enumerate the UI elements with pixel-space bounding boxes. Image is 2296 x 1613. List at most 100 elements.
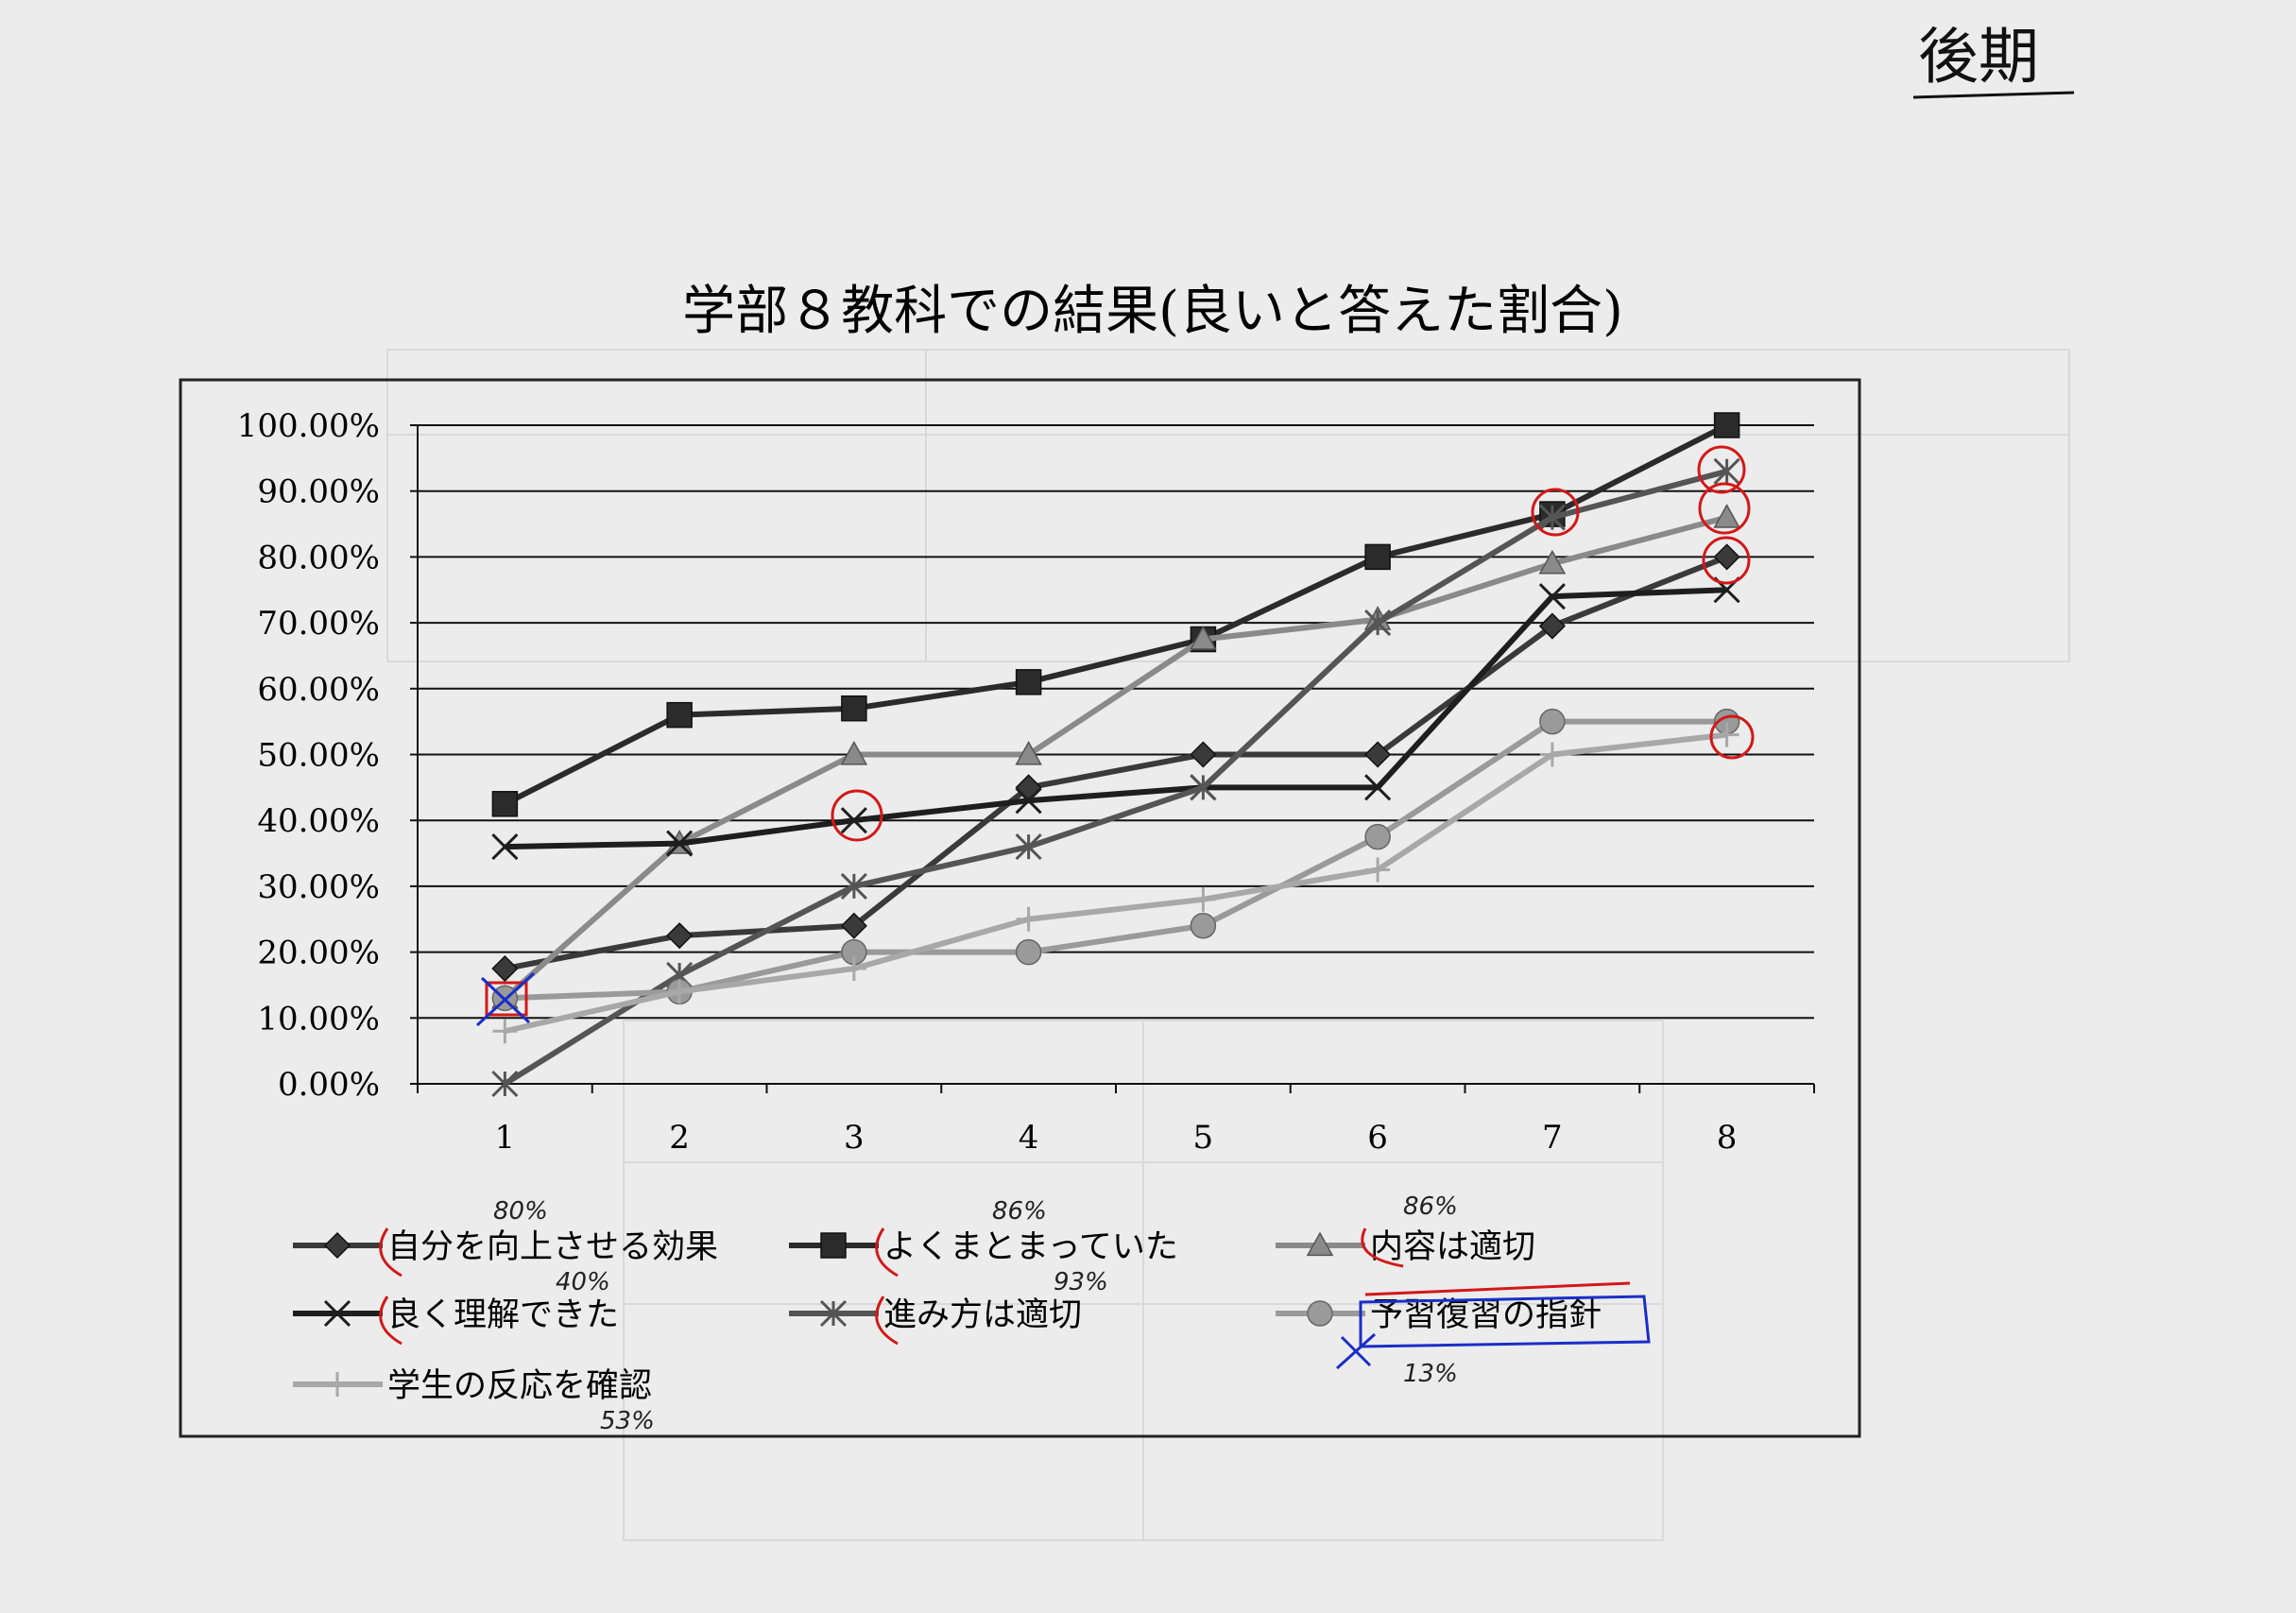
data-point: [1714, 722, 1739, 747]
data-point: [667, 979, 693, 1004]
legend-label: 自分を向上させる効果: [387, 1228, 718, 1266]
data-point: [491, 1070, 519, 1098]
red-circle-mark: [831, 789, 883, 842]
data-point: [1538, 612, 1566, 640]
legend-marker: [323, 1231, 351, 1260]
red-legend-mark: [379, 1296, 403, 1346]
handwritten-header: 後期: [1918, 23, 2039, 93]
data-point: [1364, 543, 1391, 571]
data-point: [491, 833, 519, 861]
data-point: [1539, 708, 1566, 735]
series-line: [505, 587, 1727, 850]
plot-area: 0.00% 10.00% 20.00% 30.00% 40.00% 50.00% 60.00…: [237, 407, 1815, 1157]
note-n7: 53%: [600, 1407, 655, 1435]
series-line: [503, 468, 1728, 1087]
x-tick-label: 7: [1542, 1119, 1563, 1157]
y-tick-label: 0.00%: [278, 1066, 380, 1104]
x-tick-label: 3: [844, 1119, 865, 1157]
data-point: [666, 922, 694, 950]
note-n3: 86%: [1403, 1193, 1458, 1221]
legend-label: 進み方は適切: [883, 1296, 1082, 1334]
data-point: [1016, 906, 1041, 932]
note-n4: 40%: [556, 1268, 610, 1296]
y-tick-label: 10.00%: [257, 1000, 380, 1038]
y-tick-label: 90.00%: [257, 473, 380, 511]
chart-title: 学部８教科での結果(良いと答えた割合): [682, 281, 1623, 342]
data-point: [1015, 740, 1042, 765]
x-tick-label: 5: [1193, 1119, 1214, 1157]
blue-cross-mark: [475, 971, 536, 1027]
y-tick-label: 80.00%: [257, 539, 380, 576]
x-tick-label: 2: [669, 1119, 690, 1157]
blue-box-mark: [1359, 1295, 1651, 1348]
data-point: [1190, 774, 1217, 801]
data-point: [840, 807, 867, 834]
data-point: [840, 872, 867, 900]
data-point: [1713, 412, 1740, 438]
legend-label: 内容は適切: [1370, 1228, 1535, 1266]
red-legend-mark: [875, 1296, 899, 1346]
data-point: [492, 1019, 518, 1044]
note-n1: 80%: [493, 1197, 548, 1226]
data-point: [1713, 504, 1740, 528]
series-line: [504, 422, 1728, 807]
legend-marker: [820, 1232, 847, 1259]
data-point: [1539, 742, 1565, 767]
legend-label: よくまとまっていた: [883, 1228, 1178, 1266]
data-point: [1713, 543, 1740, 571]
red-legend-mark: [875, 1227, 899, 1278]
series-line: [504, 731, 1727, 1035]
data-point: [491, 954, 519, 983]
data-point: [1713, 457, 1740, 485]
data-point: [1190, 625, 1217, 650]
data-point: [1538, 549, 1567, 575]
red-legend-mark: [379, 1227, 403, 1278]
red-circle-mark: [1698, 482, 1751, 535]
legend-marker: [1306, 1231, 1334, 1257]
data-point: [1015, 787, 1042, 815]
data-point: [1364, 741, 1392, 768]
chart-frame: [179, 378, 1861, 1438]
data-point: [1365, 857, 1391, 883]
y-tick-label: 20.00%: [257, 935, 380, 972]
data-point: [666, 701, 693, 729]
red-circle-mark: [1709, 714, 1755, 760]
data-point: [1364, 823, 1391, 850]
y-tick-label: 40.00%: [257, 802, 380, 840]
data-point: [1190, 912, 1217, 939]
legend-label: 良く理解できた: [387, 1296, 619, 1334]
data-point: [1015, 938, 1042, 966]
y-tick-label: 70.00%: [257, 605, 380, 643]
x-tick-label: 8: [1717, 1119, 1738, 1157]
note-n2: 86%: [992, 1197, 1047, 1226]
data-point: [1190, 741, 1217, 768]
bleed-through-background: [386, 349, 2070, 1541]
data-point: [1364, 609, 1392, 637]
data-point: [1364, 774, 1392, 801]
handwritten-notes: 80% 86% 86% 40% 93% 13% 53%: [493, 1193, 1458, 1435]
data-point: [840, 912, 867, 939]
red-circle-mark: [1697, 445, 1746, 494]
legend-marker: [1307, 1300, 1333, 1327]
note-n5: 93%: [1054, 1268, 1108, 1296]
red-underline-mark: [1364, 1281, 1631, 1296]
legend-marker: [323, 1299, 351, 1328]
x-tick-label: 4: [1019, 1119, 1039, 1157]
data-point: [491, 791, 519, 817]
legend-label: 予習復習の指針: [1370, 1296, 1602, 1334]
blue-cross-mark: [1335, 1332, 1377, 1370]
note-n6: 13%: [1403, 1360, 1458, 1388]
legend-label: 学生の反応を確認: [387, 1367, 652, 1405]
data-point: [841, 956, 866, 982]
data-point: [841, 695, 867, 722]
data-point: [1191, 886, 1216, 912]
x-tick-label: 6: [1367, 1119, 1388, 1157]
data-point: [840, 740, 868, 765]
y-tick-label: 50.00%: [257, 737, 380, 775]
data-point: [1538, 504, 1566, 531]
y-tick-label: 30.00%: [257, 868, 380, 906]
red-circle-mark: [1702, 536, 1751, 585]
data-point: [1538, 583, 1566, 610]
